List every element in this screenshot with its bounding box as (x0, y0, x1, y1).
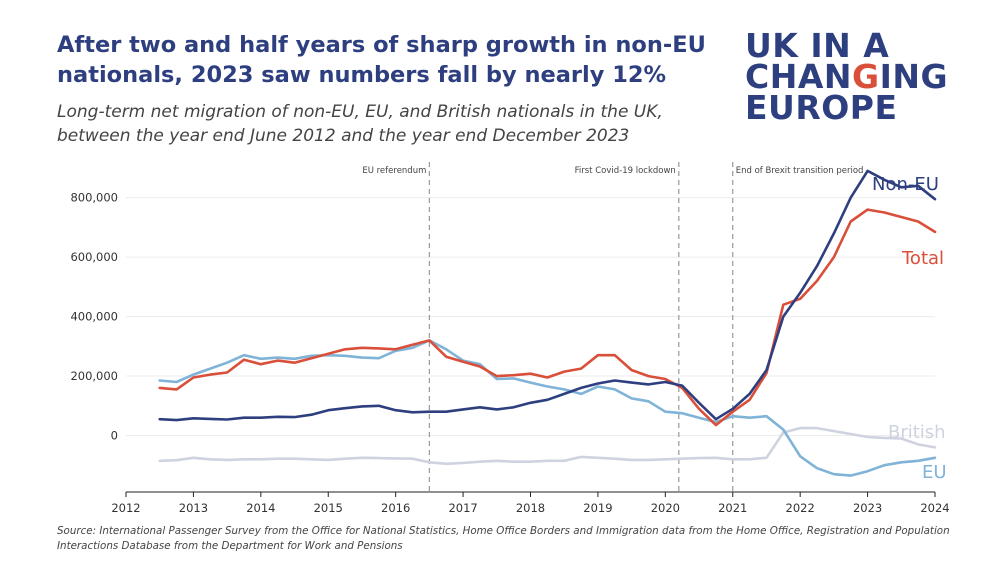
chart-subtitle: Long-term net migration of non-EU, EU, a… (57, 100, 757, 148)
uk-in-a-changing-europe-logo: UK IN A CHANGING EUROPE (745, 26, 975, 127)
x-tick-label: 2017 (448, 501, 477, 515)
y-tick-label: 600,000 (70, 250, 118, 264)
subtitle-line-1: Long-term net migration of non-EU, EU, a… (57, 102, 663, 122)
event-label: End of Brexit transition period (736, 166, 864, 176)
series-line-british (158, 426, 937, 466)
logo-line-2: CHANGING (745, 60, 975, 93)
chart-title: After two and half years of sharp growth… (57, 30, 717, 90)
x-tick-label: 2022 (786, 501, 815, 515)
logo-line-1: UK IN A (745, 26, 890, 65)
series-label-non-eu: Non-EU (872, 174, 939, 195)
x-tick-label: 2012 (111, 501, 140, 515)
series-line-non-eu (158, 169, 937, 422)
series-line-eu (158, 339, 937, 477)
x-tick-label: 2021 (718, 501, 747, 515)
x-tick-label: 2019 (583, 501, 612, 515)
y-tick-label: 400,000 (70, 310, 118, 324)
x-tick-label: 2013 (179, 501, 208, 515)
series-label-british: British (888, 422, 946, 443)
source-line-2: Interactions Database from the Departmen… (57, 540, 403, 552)
logo-line-2-part-a: CHAN (745, 57, 852, 96)
grid-layer (126, 197, 935, 437)
x-tick-label: 2014 (246, 501, 275, 515)
series-labels: Non-EU Total British EU (872, 174, 947, 483)
y-tick-label: 800,000 (70, 191, 118, 205)
series-lines (158, 169, 937, 477)
x-tick-label: 2020 (651, 501, 680, 515)
logo-line-2-part-c: ING (879, 57, 949, 96)
event-label: First Covid-19 lockdown (575, 166, 676, 176)
series-label-eu: EU (922, 462, 947, 483)
subtitle-line-2: between the year end June 2012 and the y… (57, 126, 630, 146)
logo-accent-letter: G (852, 57, 880, 96)
event-markers: EU referendum First Covid-19 lockdown End … (362, 162, 863, 492)
axes: 800,000 600,000 400,000 200,000 0 2012 2013 201… (70, 191, 949, 515)
x-tick-label: 2023 (853, 501, 882, 515)
series-line-total (158, 208, 937, 427)
event-label: EU referendum (362, 166, 426, 176)
y-tick-label: 0 (111, 429, 118, 443)
y-tick-label: 200,000 (70, 369, 118, 383)
source-note: Source: International Passenger Survey f… (57, 524, 957, 554)
x-tick-label: 2018 (516, 501, 545, 515)
series-label-total: Total (901, 248, 944, 269)
x-tick-label: 2016 (381, 501, 410, 515)
title-line-1: After two and half years of sharp growth… (57, 32, 706, 58)
source-line-1: Source: International Passenger Survey f… (57, 525, 950, 537)
title-line-2: nationals, 2023 saw numbers fall by near… (57, 62, 667, 88)
logo-line-3: EUROPE (745, 88, 898, 127)
x-tick-label: 2015 (314, 501, 343, 515)
x-tick-label: 2024 (920, 501, 949, 515)
